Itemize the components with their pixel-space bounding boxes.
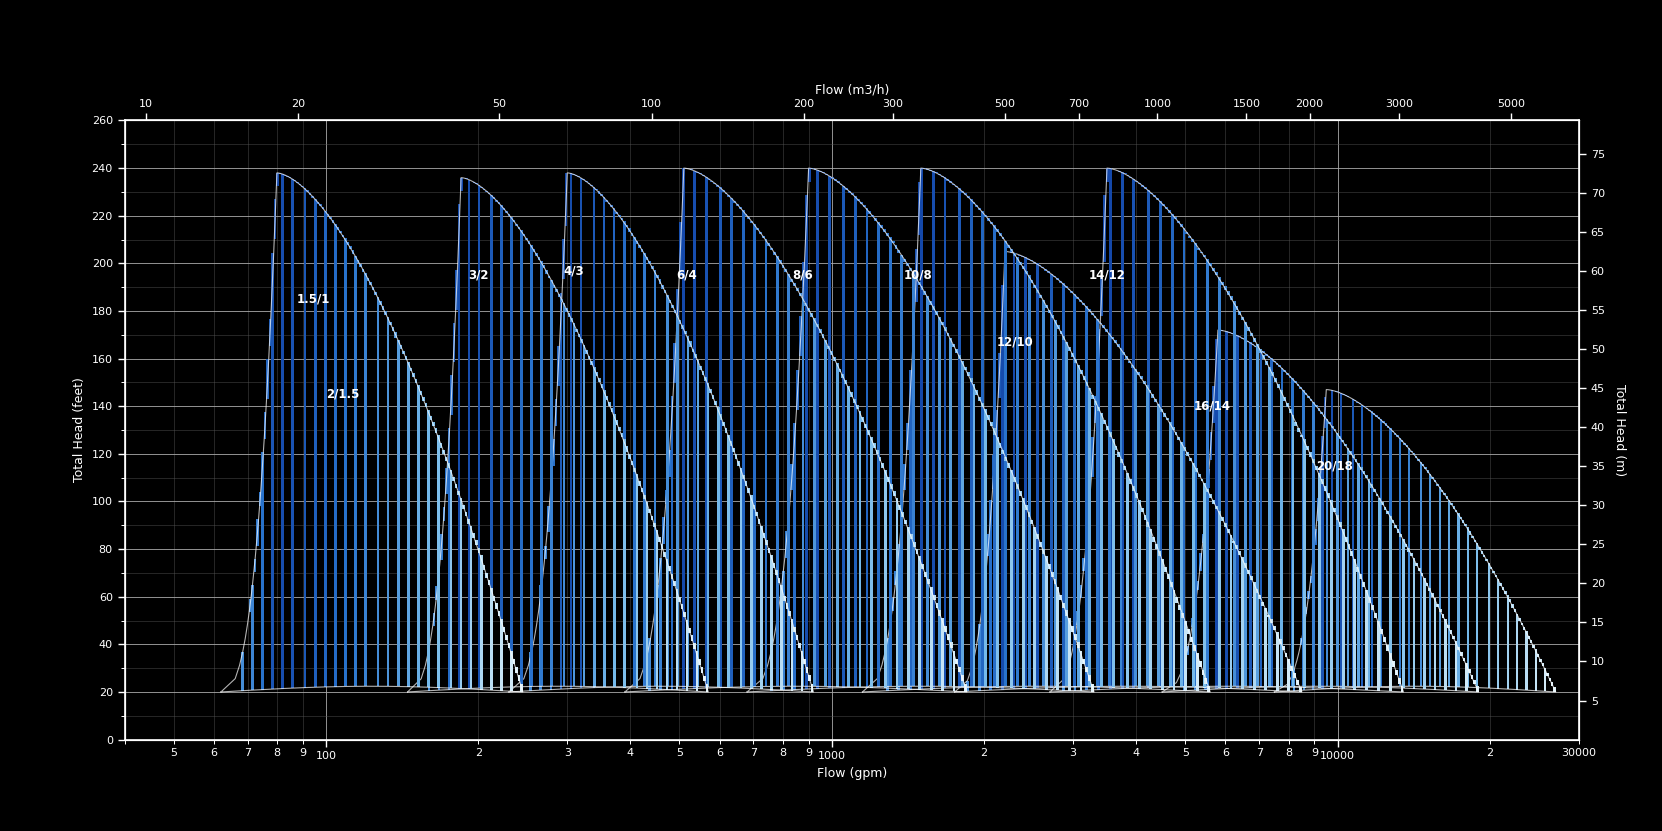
Text: 12/10: 12/10 <box>996 336 1034 348</box>
Text: 6/4: 6/4 <box>676 268 696 282</box>
Text: 2/1.5: 2/1.5 <box>326 388 361 401</box>
Text: 20/18: 20/18 <box>1316 460 1353 472</box>
Y-axis label: Total Head (m): Total Head (m) <box>1612 384 1625 476</box>
Text: 1.5/1: 1.5/1 <box>296 293 329 306</box>
Text: 14/12: 14/12 <box>1089 268 1125 282</box>
Text: 8/6: 8/6 <box>793 268 813 282</box>
Text: 3/2: 3/2 <box>467 268 489 282</box>
X-axis label: Flow (m3/h): Flow (m3/h) <box>814 83 889 96</box>
X-axis label: Flow (gpm): Flow (gpm) <box>816 767 888 780</box>
Text: 16/14: 16/14 <box>1193 400 1232 413</box>
Text: 10/8: 10/8 <box>904 268 932 282</box>
Text: 4/3: 4/3 <box>563 264 585 277</box>
Y-axis label: Total Head (feet): Total Head (feet) <box>73 377 86 483</box>
